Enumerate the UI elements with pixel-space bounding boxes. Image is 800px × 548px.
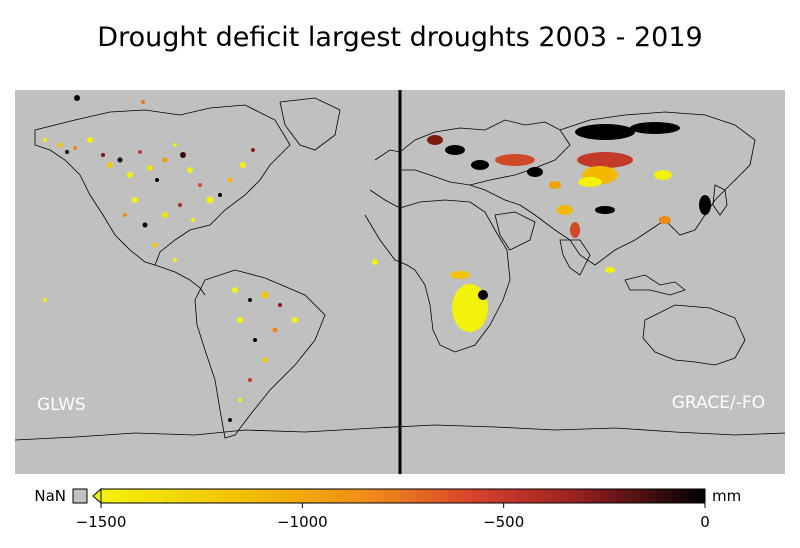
colorbar-unit: mm [712, 487, 741, 505]
antarctica-coast [15, 424, 785, 441]
australia-coast [642, 304, 746, 366]
southeast-asia-islands [624, 274, 686, 296]
africa-west-coast-left [369, 189, 401, 209]
colorbar-extend-triangle [92, 487, 102, 505]
central-america-coast [154, 264, 206, 296]
north-america-coast [34, 104, 291, 266]
africa-coast [399, 199, 511, 353]
europe-west-coast-left [374, 149, 401, 161]
europe-coast [399, 119, 571, 186]
africa-bulge-left [364, 214, 401, 263]
coastlines [15, 97, 785, 441]
colorbar-tick-label: −500 [483, 513, 524, 531]
arabia-coast [494, 211, 536, 251]
india-coast [559, 239, 591, 276]
colorbar: NaN mm −1500 −1000 −500 0 [34, 487, 741, 531]
grace-drought-patches [427, 122, 711, 332]
glws-label: GLWS [37, 395, 86, 415]
south-america-coast [194, 269, 326, 439]
colorbar-tick-label: −1000 [277, 513, 328, 531]
nan-swatch [72, 488, 88, 504]
colorbar-tick-label: 0 [700, 513, 710, 531]
asia-coast [469, 111, 756, 266]
world-map: GLWS GRACE/-FO [15, 90, 785, 474]
grace-label: GRACE/-FO [672, 393, 765, 413]
colorbar-ticks: −1500 −1000 −500 0 [76, 503, 710, 531]
japan-coast [712, 184, 728, 216]
glws-drought-cells [43, 95, 378, 422]
colorbar-tick-label: −1500 [76, 513, 127, 531]
map-title: Drought deficit largest droughts 2003 - … [97, 22, 703, 53]
colorbar-gradient [100, 488, 706, 504]
nan-label: NaN [34, 487, 66, 505]
greenland-coast [279, 97, 341, 151]
